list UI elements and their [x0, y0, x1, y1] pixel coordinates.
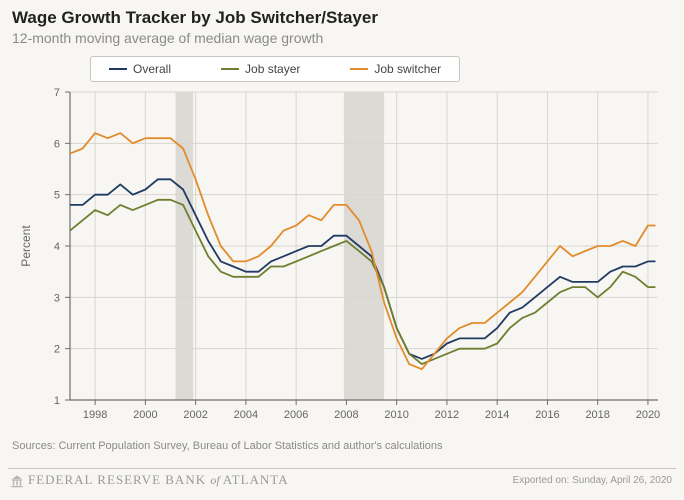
svg-text:2: 2 — [54, 344, 60, 356]
svg-text:7: 7 — [54, 87, 60, 99]
svg-text:2016: 2016 — [535, 409, 559, 421]
bank-name-part2: ATLANTA — [223, 472, 289, 487]
legend-label: Overall — [133, 62, 171, 76]
chart-title: Wage Growth Tracker by Job Switcher/Stay… — [12, 8, 378, 28]
legend-swatch-switcher — [350, 68, 368, 71]
svg-text:2004: 2004 — [234, 409, 258, 421]
legend-label: Job switcher — [374, 62, 441, 76]
svg-text:2008: 2008 — [334, 409, 358, 421]
svg-text:1998: 1998 — [83, 409, 107, 421]
legend-item-overall: Overall — [109, 62, 171, 76]
svg-text:4: 4 — [54, 241, 60, 253]
bank-name-of: of — [210, 473, 222, 487]
svg-text:2018: 2018 — [585, 409, 609, 421]
legend-item-stayer: Job stayer — [221, 62, 300, 76]
svg-text:2010: 2010 — [384, 409, 408, 421]
export-text: Exported on: Sunday, April 26, 2020 — [513, 475, 672, 486]
legend-label: Job stayer — [245, 62, 300, 76]
svg-text:2012: 2012 — [435, 409, 459, 421]
chart-subtitle: 12-month moving average of median wage g… — [12, 30, 323, 46]
svg-text:3: 3 — [54, 292, 60, 304]
svg-text:1: 1 — [54, 395, 60, 407]
bank-name-part1: FEDERAL RESERVE BANK — [28, 472, 206, 487]
legend-item-switcher: Job switcher — [350, 62, 441, 76]
source-text: Sources: Current Population Survey, Bure… — [12, 440, 443, 452]
svg-text:2006: 2006 — [284, 409, 308, 421]
bank-logo-icon — [10, 474, 24, 488]
legend-swatch-overall — [109, 68, 127, 71]
legend: Overall Job stayer Job switcher — [90, 56, 460, 82]
footer-divider — [8, 468, 676, 469]
svg-text:6: 6 — [54, 138, 60, 150]
svg-text:Percent: Percent — [19, 225, 33, 267]
svg-text:2020: 2020 — [636, 409, 660, 421]
chart-svg: 1 2 3 4 5 6 7 1998 2000 2002 2004 2006 2008 2010 2012 2… — [0, 84, 684, 436]
legend-swatch-stayer — [221, 68, 239, 71]
svg-text:2002: 2002 — [183, 409, 207, 421]
svg-text:2014: 2014 — [485, 409, 509, 421]
svg-text:2000: 2000 — [133, 409, 157, 421]
svg-text:5: 5 — [54, 190, 60, 202]
bank-name: FEDERAL RESERVE BANK of ATLANTA — [28, 472, 289, 488]
